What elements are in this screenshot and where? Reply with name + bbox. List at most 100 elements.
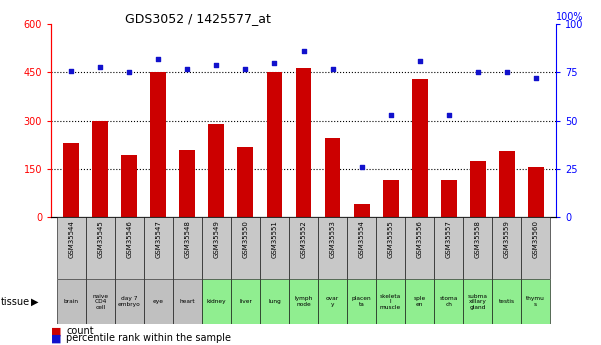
Bar — [86, 279, 115, 324]
Bar — [376, 279, 405, 324]
Text: GSM35549: GSM35549 — [213, 220, 219, 258]
Bar — [347, 217, 376, 279]
Bar — [115, 279, 144, 324]
Bar — [376, 217, 405, 279]
Text: day 7
embryо: day 7 embryо — [118, 296, 141, 307]
Bar — [318, 279, 347, 324]
Text: ▶: ▶ — [31, 297, 38, 307]
Bar — [209, 124, 224, 217]
Point — [328, 66, 337, 71]
Bar — [237, 147, 254, 217]
Point — [415, 58, 424, 63]
Text: GSM35553: GSM35553 — [329, 220, 335, 258]
Bar — [499, 151, 514, 217]
Bar — [434, 279, 463, 324]
Text: GDS3052 / 1425577_at: GDS3052 / 1425577_at — [126, 12, 271, 25]
Text: GSM35551: GSM35551 — [272, 220, 278, 258]
Bar — [144, 217, 173, 279]
Bar — [463, 217, 492, 279]
Text: ■: ■ — [51, 333, 61, 343]
Bar — [528, 167, 543, 217]
Text: placen
ta: placen ta — [352, 296, 371, 307]
Bar — [266, 72, 282, 217]
Text: brain: brain — [64, 299, 79, 304]
Bar — [492, 279, 521, 324]
Bar — [231, 279, 260, 324]
Point — [444, 112, 453, 118]
Bar — [260, 217, 289, 279]
Text: GSM35545: GSM35545 — [97, 220, 103, 258]
Text: GSM35556: GSM35556 — [416, 220, 423, 258]
Text: GSM35552: GSM35552 — [300, 220, 307, 258]
Text: testis: testis — [499, 299, 514, 304]
Bar — [173, 279, 202, 324]
Bar — [353, 205, 370, 217]
Point — [531, 76, 540, 81]
Text: GSM35558: GSM35558 — [475, 220, 481, 258]
Text: naive
CD4
cell: naive CD4 cell — [93, 294, 108, 310]
Bar — [521, 279, 550, 324]
Bar — [93, 121, 108, 217]
Text: lymph
node: lymph node — [294, 296, 313, 307]
Text: percentile rank within the sample: percentile rank within the sample — [66, 333, 231, 343]
Bar — [202, 279, 231, 324]
Bar — [412, 79, 427, 217]
Text: оvar
y: оvar y — [326, 296, 339, 307]
Bar — [57, 279, 86, 324]
Text: tissue: tissue — [1, 297, 30, 307]
Bar — [115, 217, 144, 279]
Bar — [441, 180, 457, 217]
Text: GSM35554: GSM35554 — [359, 220, 365, 258]
Bar — [180, 150, 195, 217]
Bar — [318, 217, 347, 279]
Text: GSM35546: GSM35546 — [126, 220, 132, 258]
Point — [154, 56, 163, 62]
Text: eye: eye — [153, 299, 164, 304]
Bar — [463, 279, 492, 324]
Text: ■: ■ — [51, 326, 61, 336]
Point — [270, 60, 279, 66]
Text: stoma
ch: stoma ch — [439, 296, 458, 307]
Bar — [64, 143, 79, 217]
Bar — [260, 279, 289, 324]
Text: lung: lung — [268, 299, 281, 304]
Point — [386, 112, 395, 118]
Bar — [173, 217, 202, 279]
Bar — [347, 279, 376, 324]
Text: skeleta
l
muscle: skeleta l muscle — [380, 294, 401, 310]
Text: GSM35544: GSM35544 — [69, 220, 75, 258]
Point — [183, 66, 192, 71]
Text: GSM35550: GSM35550 — [242, 220, 248, 258]
Text: GSM35555: GSM35555 — [388, 220, 394, 258]
Bar — [383, 180, 398, 217]
Point — [124, 70, 134, 75]
Bar — [434, 217, 463, 279]
Point — [502, 70, 511, 75]
Text: GSM35557: GSM35557 — [445, 220, 451, 258]
Text: subma
xillary
gland: subma xillary gland — [468, 294, 487, 310]
Bar — [121, 155, 138, 217]
Bar — [405, 217, 434, 279]
Bar — [469, 161, 486, 217]
Text: GSM35548: GSM35548 — [185, 220, 191, 258]
Text: sple
en: sple en — [413, 296, 426, 307]
Text: count: count — [66, 326, 94, 336]
Text: GSM35547: GSM35547 — [156, 220, 162, 258]
Bar — [57, 217, 86, 279]
Point — [96, 64, 105, 69]
Point — [67, 68, 76, 73]
Text: liver: liver — [239, 299, 252, 304]
Bar — [86, 217, 115, 279]
Bar — [202, 217, 231, 279]
Bar — [492, 217, 521, 279]
Text: GSM35560: GSM35560 — [532, 220, 538, 258]
Bar — [325, 138, 341, 217]
Bar — [296, 68, 311, 217]
Bar — [289, 217, 318, 279]
Text: thymu
s: thymu s — [526, 296, 545, 307]
Text: GSM35559: GSM35559 — [504, 220, 510, 258]
Bar — [289, 279, 318, 324]
Point — [357, 164, 367, 170]
Bar — [521, 217, 550, 279]
Point — [473, 70, 483, 75]
